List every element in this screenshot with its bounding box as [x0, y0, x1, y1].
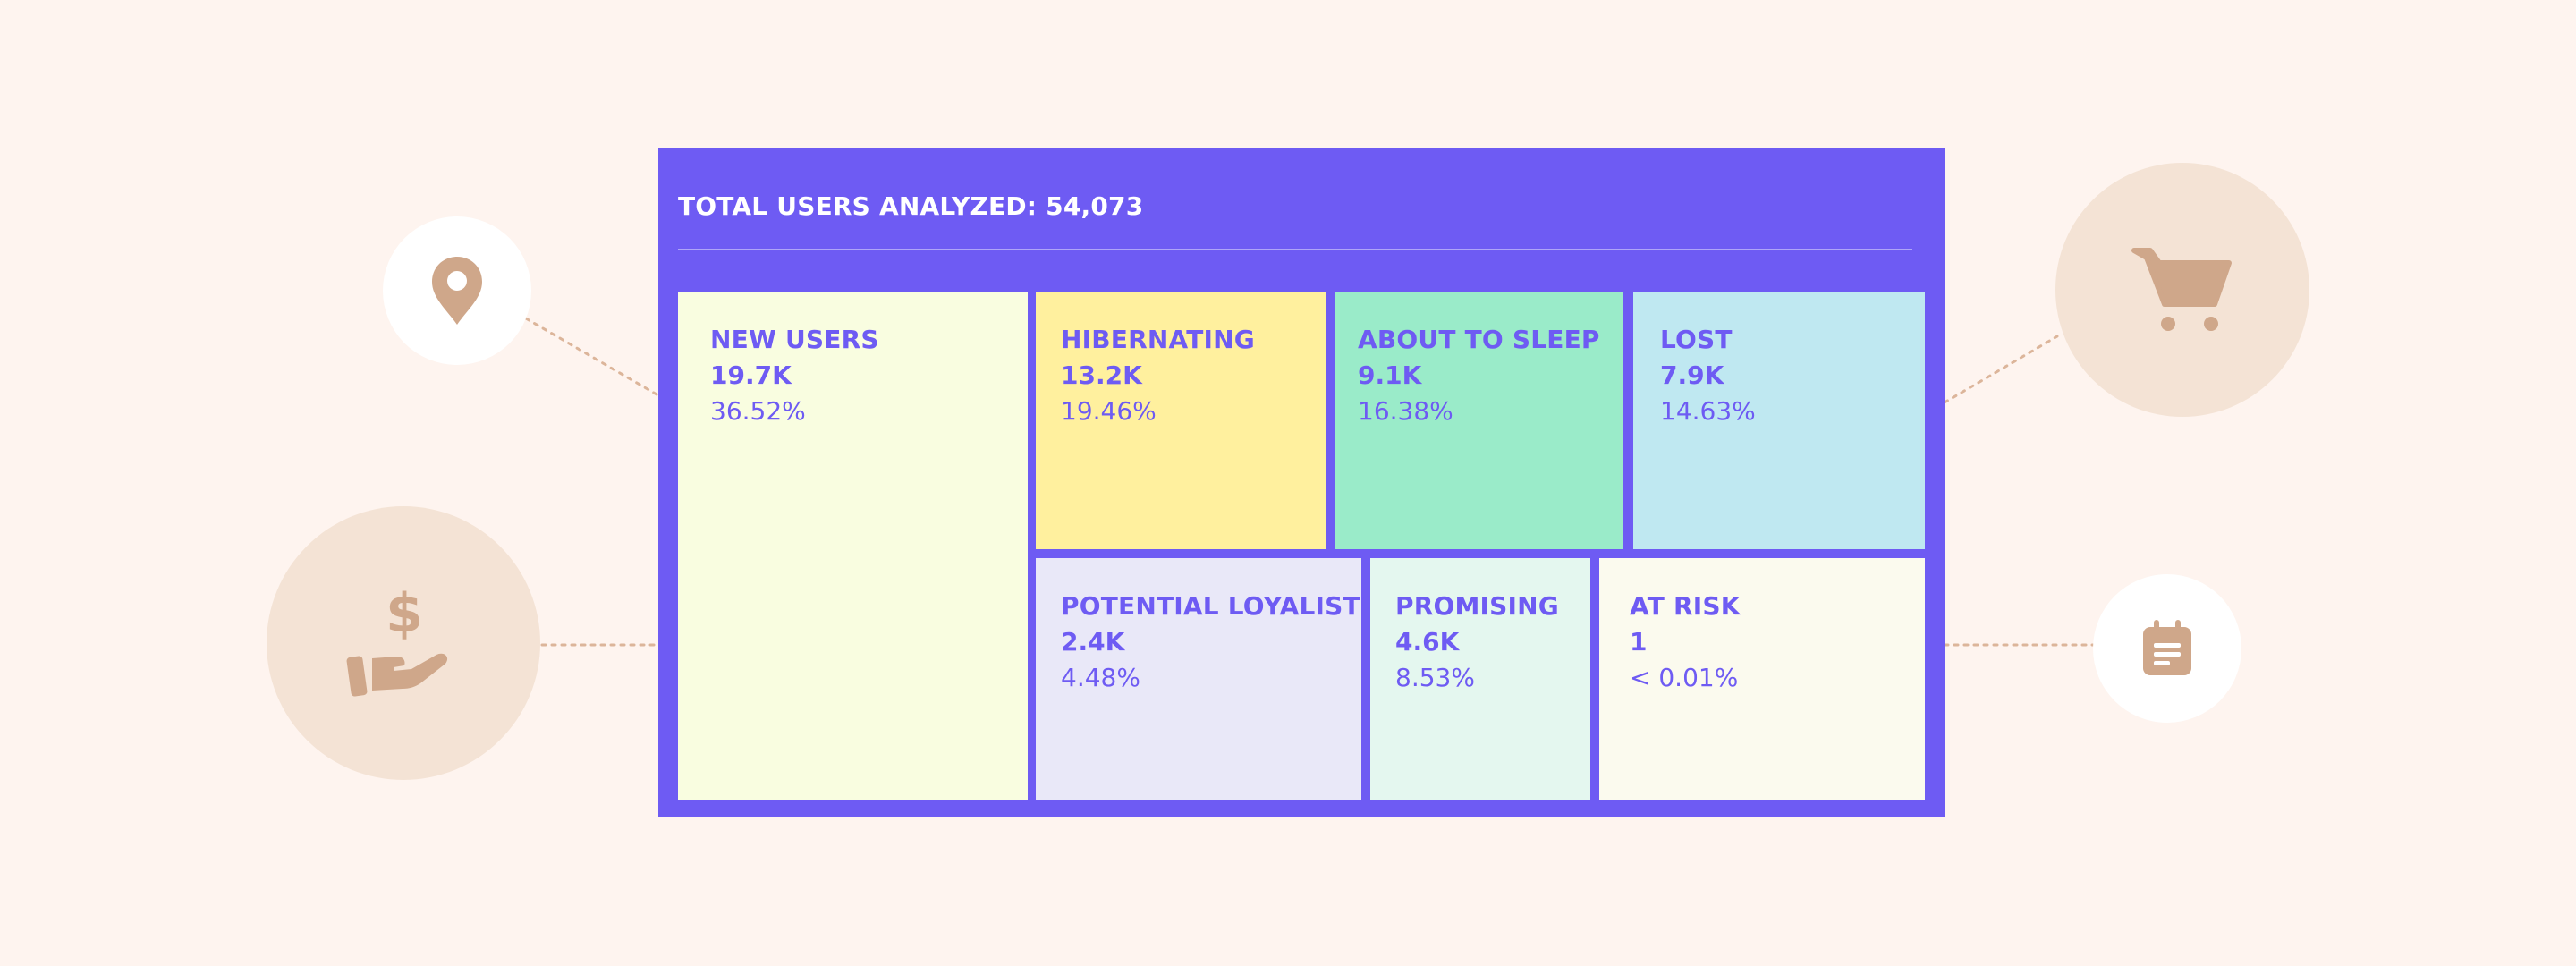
panel-title: TOTAL USERS ANALYZED: 54,073: [678, 191, 1144, 221]
segment-count: 7.9K: [1660, 360, 1724, 390]
clipboard-notes-icon: [2143, 620, 2191, 675]
segment-percent: 19.46%: [1061, 396, 1157, 426]
segment-count: 13.2K: [1061, 360, 1142, 390]
segment-about-to-sleep: ABOUT TO SLEEP 9.1K 16.38%: [1335, 292, 1623, 549]
location-circle: [383, 216, 531, 365]
segment-percent: 16.38%: [1358, 396, 1453, 426]
connector-top-right: [1943, 335, 2059, 404]
segment-name: NEW USERS: [710, 325, 879, 354]
segment-new-users: NEW USERS 19.7K 36.52%: [678, 292, 1028, 800]
hand-money-icon: $: [346, 585, 448, 697]
segment-count: 19.7K: [710, 360, 792, 390]
segment-count: 4.6K: [1395, 627, 1460, 657]
segment-name: POTENTIAL LOYALISTS: [1061, 591, 1379, 621]
location-pin-icon: [432, 257, 482, 325]
segment-count: 2.4K: [1061, 627, 1125, 657]
segment-name: PROMISING: [1395, 591, 1559, 621]
segment-at-risk: AT RISK 1 < 0.01%: [1599, 558, 1925, 800]
segment-name: LOST: [1660, 325, 1733, 354]
shopping-cart-icon: [2131, 248, 2232, 331]
cart-circle: [2055, 163, 2309, 417]
segment-panel: TOTAL USERS ANALYZED: 54,073 NEW USERS 1…: [658, 148, 1945, 817]
connector-top-left: [524, 317, 660, 397]
segment-hibernating: HIBERNATING 13.2K 19.46%: [1036, 292, 1326, 549]
segment-percent: 36.52%: [710, 396, 806, 426]
svg-text:$: $: [386, 585, 423, 645]
segment-lost: LOST 7.9K 14.63%: [1633, 292, 1925, 549]
segment-name: HIBERNATING: [1061, 325, 1255, 354]
segment-percent: < 0.01%: [1630, 663, 1739, 692]
segment-count: 1: [1630, 627, 1648, 657]
segment-percent: 4.48%: [1061, 663, 1140, 692]
segment-name: AT RISK: [1630, 591, 1741, 621]
panel-divider: [678, 249, 1912, 250]
notes-circle: [2093, 574, 2241, 723]
segment-percent: 8.53%: [1395, 663, 1475, 692]
segment-count: 9.1K: [1358, 360, 1422, 390]
payment-circle: $: [267, 506, 540, 780]
segment-potential-loyalists: POTENTIAL LOYALISTS 2.4K 4.48%: [1036, 558, 1379, 800]
segment-percent: 14.63%: [1660, 396, 1756, 426]
segment-name: ABOUT TO SLEEP: [1358, 325, 1600, 354]
segment-promising: PROMISING 4.6K 8.53%: [1370, 558, 1590, 800]
